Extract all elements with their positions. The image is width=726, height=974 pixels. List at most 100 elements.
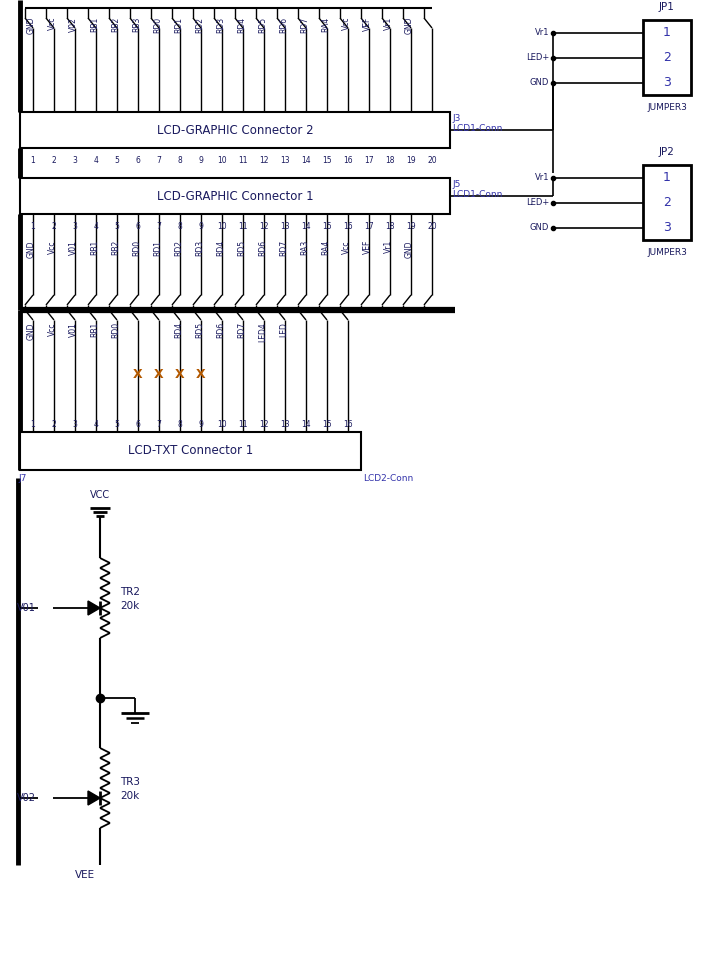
Text: X: X — [133, 368, 143, 382]
Text: RD7: RD7 — [300, 17, 309, 33]
Text: RB2: RB2 — [111, 17, 120, 32]
Text: RD2: RD2 — [195, 17, 204, 33]
Text: 20: 20 — [427, 222, 437, 231]
Text: RD4: RD4 — [216, 240, 225, 256]
Text: LCD-GRAPHIC Connector 2: LCD-GRAPHIC Connector 2 — [157, 124, 314, 136]
Text: 1: 1 — [663, 171, 671, 184]
Text: 18: 18 — [386, 222, 395, 231]
Text: RD5: RD5 — [195, 322, 204, 338]
Text: 8: 8 — [178, 222, 182, 231]
Text: 2: 2 — [52, 222, 57, 231]
Text: 1: 1 — [30, 156, 36, 165]
Text: 3: 3 — [73, 156, 78, 165]
Text: 12: 12 — [259, 420, 269, 429]
Text: LCD1-Conn: LCD1-Conn — [452, 190, 502, 199]
Polygon shape — [88, 791, 100, 805]
Text: JUMPER3: JUMPER3 — [647, 103, 687, 112]
Text: RD1: RD1 — [174, 17, 183, 33]
Text: 4: 4 — [94, 222, 99, 231]
Text: 2: 2 — [663, 196, 671, 209]
Text: 11: 11 — [238, 156, 248, 165]
Text: RB1: RB1 — [90, 17, 99, 32]
Text: 3: 3 — [73, 420, 78, 429]
Text: TR3: TR3 — [120, 777, 140, 787]
Text: LCD2-Conn: LCD2-Conn — [363, 474, 413, 483]
Bar — [20, 178, 450, 214]
Text: 19: 19 — [406, 156, 416, 165]
Text: 20k: 20k — [120, 601, 139, 611]
Text: RD2: RD2 — [174, 240, 183, 256]
Text: VEE: VEE — [75, 870, 95, 880]
Text: 12: 12 — [259, 222, 269, 231]
Text: 1: 1 — [30, 222, 36, 231]
Bar — [20, 432, 361, 470]
Text: RD6: RD6 — [216, 322, 225, 338]
Text: 20: 20 — [427, 156, 437, 165]
Text: RD6: RD6 — [279, 17, 288, 33]
Text: J3: J3 — [452, 114, 460, 123]
Text: RB1: RB1 — [90, 322, 99, 337]
Text: Vcc: Vcc — [342, 240, 351, 253]
Text: 7: 7 — [157, 156, 161, 165]
Bar — [20, 112, 450, 148]
Text: LED+: LED+ — [526, 198, 549, 207]
Text: 10: 10 — [217, 420, 227, 429]
Text: Vr1: Vr1 — [384, 17, 393, 30]
Text: 5: 5 — [115, 420, 120, 429]
Text: LCD1-Conn: LCD1-Conn — [452, 124, 502, 133]
Text: V02: V02 — [17, 793, 36, 803]
Text: 3: 3 — [73, 222, 78, 231]
Text: VEF: VEF — [363, 240, 372, 254]
Text: 13: 13 — [280, 156, 290, 165]
Text: 4: 4 — [94, 420, 99, 429]
Text: 2: 2 — [52, 420, 57, 429]
Text: GND: GND — [405, 17, 414, 34]
Text: VCC: VCC — [90, 490, 110, 500]
Text: 15: 15 — [322, 420, 332, 429]
Text: Vcc: Vcc — [48, 322, 57, 335]
Text: 11: 11 — [238, 420, 248, 429]
Text: X: X — [154, 368, 164, 382]
Text: RD4: RD4 — [174, 322, 183, 338]
Text: VEF: VEF — [363, 17, 372, 31]
Text: TR2: TR2 — [120, 587, 140, 597]
Text: RD4: RD4 — [237, 17, 246, 33]
Text: 14: 14 — [301, 156, 311, 165]
Bar — [643, 165, 691, 240]
Text: 20k: 20k — [120, 791, 139, 801]
Text: GND: GND — [405, 240, 414, 257]
Text: RD0: RD0 — [111, 322, 120, 338]
Text: X: X — [175, 368, 185, 382]
Text: 8: 8 — [178, 156, 182, 165]
Text: 9: 9 — [199, 156, 203, 165]
Text: RA3: RA3 — [300, 240, 309, 255]
Text: 7: 7 — [157, 222, 161, 231]
Text: RD1: RD1 — [153, 240, 162, 256]
Text: RD0: RD0 — [132, 240, 141, 256]
Text: RD6: RD6 — [258, 240, 267, 256]
Text: 16: 16 — [343, 156, 353, 165]
Text: 19: 19 — [406, 222, 416, 231]
Text: V01: V01 — [69, 240, 78, 255]
Text: GND: GND — [27, 17, 36, 34]
Text: JP2: JP2 — [659, 147, 675, 157]
Text: RD5: RD5 — [258, 17, 267, 33]
Text: 2: 2 — [663, 51, 671, 64]
Text: RA4: RA4 — [321, 240, 330, 255]
Text: GND: GND — [530, 78, 549, 87]
Text: 10: 10 — [217, 156, 227, 165]
Text: LCD-GRAPHIC Connector 1: LCD-GRAPHIC Connector 1 — [157, 190, 314, 203]
Text: Vr1: Vr1 — [534, 28, 549, 37]
Text: 16: 16 — [343, 420, 353, 429]
Text: Vcc: Vcc — [48, 240, 57, 253]
Text: J7: J7 — [18, 474, 26, 483]
Text: 5: 5 — [115, 222, 120, 231]
Text: GND: GND — [530, 223, 549, 232]
Text: 14: 14 — [301, 222, 311, 231]
Text: 3: 3 — [663, 76, 671, 89]
Text: 9: 9 — [199, 222, 203, 231]
Text: 5: 5 — [115, 156, 120, 165]
Text: 11: 11 — [238, 222, 248, 231]
Text: 6: 6 — [136, 156, 140, 165]
Bar — [643, 20, 691, 95]
